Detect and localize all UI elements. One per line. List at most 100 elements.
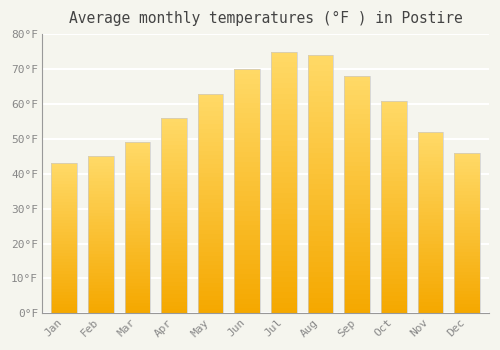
Bar <box>344 209 370 214</box>
Bar <box>88 244 114 247</box>
Bar <box>198 309 224 313</box>
Bar <box>198 173 224 177</box>
Bar <box>344 271 370 275</box>
Bar <box>381 169 406 173</box>
Bar <box>52 169 77 172</box>
Bar <box>344 228 370 233</box>
Bar <box>344 76 370 81</box>
Bar <box>381 203 406 207</box>
Bar <box>162 290 187 294</box>
Bar <box>162 173 187 177</box>
Bar <box>124 228 150 231</box>
Bar <box>52 280 77 284</box>
Bar <box>381 147 406 152</box>
Bar <box>124 272 150 276</box>
Bar <box>198 208 224 212</box>
Bar <box>308 225 334 231</box>
Bar <box>88 184 114 188</box>
Bar <box>344 237 370 242</box>
Bar <box>454 307 479 310</box>
Bar <box>124 310 150 313</box>
Bar <box>124 231 150 235</box>
Bar <box>381 224 406 228</box>
Bar <box>308 60 334 65</box>
Bar <box>271 272 296 277</box>
Bar <box>162 138 187 141</box>
Bar <box>162 306 187 309</box>
Bar <box>124 180 150 183</box>
Bar <box>162 208 187 212</box>
Bar <box>454 278 479 281</box>
Bar <box>308 127 334 133</box>
Bar <box>234 123 260 128</box>
Bar <box>52 286 77 289</box>
Bar <box>344 280 370 285</box>
Bar <box>124 293 150 296</box>
Bar <box>308 71 334 76</box>
Bar <box>52 208 77 211</box>
Bar <box>52 277 77 280</box>
Bar <box>308 241 334 246</box>
Bar <box>88 251 114 254</box>
Bar <box>162 274 187 278</box>
Bar <box>162 149 187 153</box>
Bar <box>454 301 479 304</box>
Bar <box>308 189 334 195</box>
Bar <box>52 271 77 274</box>
Bar <box>88 247 114 251</box>
Bar <box>198 155 224 160</box>
Bar <box>418 292 443 295</box>
Bar <box>271 78 296 83</box>
Bar <box>124 282 150 286</box>
Bar <box>454 195 479 198</box>
Bar <box>198 138 224 142</box>
Bar <box>418 139 443 143</box>
Bar <box>124 160 150 163</box>
Bar <box>124 303 150 307</box>
Bar <box>162 270 187 274</box>
Bar <box>454 294 479 297</box>
Bar <box>418 150 443 154</box>
Bar <box>234 84 260 89</box>
Bar <box>234 74 260 79</box>
Bar <box>88 276 114 279</box>
Bar <box>308 293 334 298</box>
Bar <box>308 86 334 91</box>
Bar <box>271 261 296 266</box>
Bar <box>454 288 479 291</box>
Bar <box>271 167 296 172</box>
Bar <box>344 147 370 152</box>
Bar <box>162 255 187 259</box>
Bar <box>162 177 187 181</box>
Bar <box>308 169 334 174</box>
Bar <box>381 152 406 156</box>
Bar <box>52 262 77 265</box>
Bar <box>454 236 479 239</box>
Bar <box>418 161 443 164</box>
Bar <box>124 187 150 190</box>
Bar <box>198 296 224 300</box>
Bar <box>234 211 260 216</box>
Bar <box>418 252 443 255</box>
Bar <box>308 210 334 215</box>
Bar <box>454 297 479 301</box>
Bar <box>124 201 150 204</box>
Bar <box>381 288 406 292</box>
Bar <box>308 148 334 153</box>
Bar <box>234 177 260 181</box>
Bar <box>88 203 114 206</box>
Bar <box>234 201 260 206</box>
Bar <box>234 220 260 225</box>
Bar <box>198 239 224 243</box>
Bar <box>198 287 224 291</box>
Bar <box>88 279 114 282</box>
Bar <box>162 157 187 161</box>
Bar <box>271 141 296 146</box>
Bar <box>344 242 370 247</box>
Bar <box>271 109 296 114</box>
Bar <box>162 282 187 286</box>
Bar <box>88 291 114 294</box>
Bar <box>271 62 296 68</box>
Bar <box>124 146 150 149</box>
Bar <box>454 220 479 223</box>
